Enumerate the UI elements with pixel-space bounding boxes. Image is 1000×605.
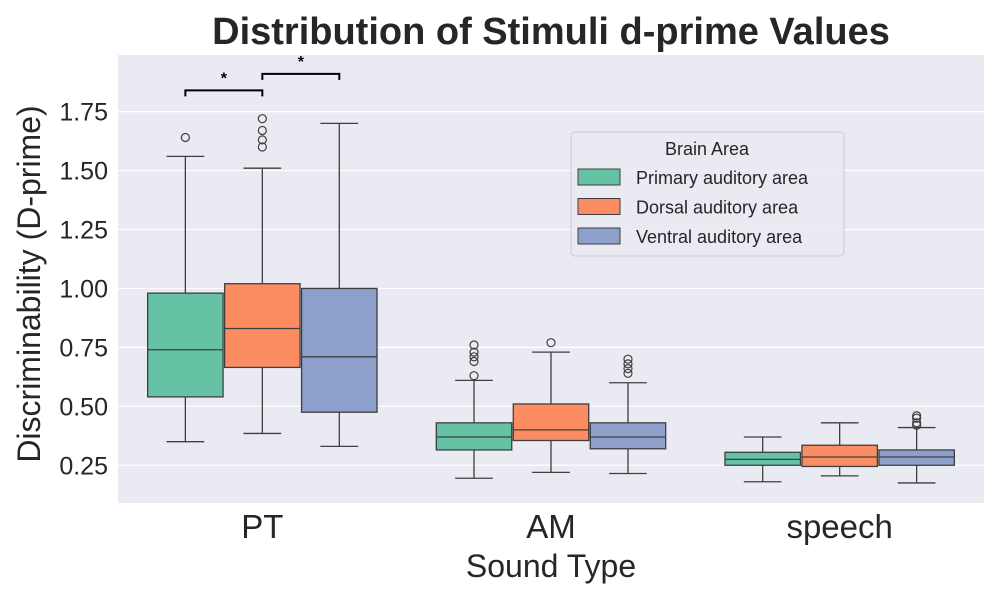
legend-label: Primary auditory area bbox=[636, 168, 809, 188]
x-tick-label: PT bbox=[241, 508, 283, 545]
box-pt-1 bbox=[146, 132, 224, 443]
iqr-box bbox=[300, 287, 378, 413]
y-tick-label: 1.50 bbox=[59, 158, 108, 186]
outlier-point bbox=[469, 352, 479, 362]
legend-swatch bbox=[577, 227, 621, 245]
outlier-point bbox=[257, 135, 267, 145]
significance-star: * bbox=[298, 54, 305, 71]
legend: Brain Area Primary auditory area Dorsal a… bbox=[570, 131, 845, 257]
significance-bracket: * bbox=[261, 54, 341, 80]
iqr-box bbox=[801, 444, 879, 468]
y-tick-label: 0.75 bbox=[59, 334, 108, 362]
significance-annotations: ** bbox=[184, 54, 341, 97]
x-tick-label: AM bbox=[526, 508, 576, 545]
box-speech-1 bbox=[724, 436, 802, 483]
legend-item: Ventral auditory area bbox=[577, 227, 803, 247]
legend-label: Ventral auditory area bbox=[636, 227, 803, 247]
legend-label: Dorsal auditory area bbox=[636, 198, 799, 218]
legend-items: Primary auditory area Dorsal auditory are… bbox=[577, 168, 809, 247]
outlier-point bbox=[469, 340, 479, 350]
outlier-point bbox=[623, 354, 633, 364]
box-am-2 bbox=[512, 338, 590, 473]
y-tick-label: 1.75 bbox=[59, 99, 108, 127]
y-tick-labels: 0.25 0.50 0.75 1.00 1.25 1.50 1.75 bbox=[59, 99, 108, 481]
outlier-point bbox=[623, 368, 633, 378]
outlier-point bbox=[912, 411, 922, 421]
x-tick-label: speech bbox=[786, 508, 892, 545]
outlier-point bbox=[912, 420, 922, 430]
significance-bracket: * bbox=[184, 70, 264, 97]
outlier-point bbox=[469, 356, 479, 367]
outlier-point bbox=[180, 132, 190, 143]
x-axis-label: Sound Type bbox=[466, 548, 636, 584]
legend-box bbox=[570, 131, 845, 257]
y-tick-label: 0.50 bbox=[59, 393, 108, 421]
legend-swatch bbox=[577, 168, 621, 186]
box-am-1 bbox=[435, 340, 513, 479]
bracket-line bbox=[261, 72, 341, 80]
outlier-point bbox=[546, 338, 556, 348]
iqr-box bbox=[223, 283, 301, 369]
bracket-line bbox=[184, 89, 264, 97]
y-tick-label: 0.25 bbox=[59, 452, 108, 480]
box-pt-3 bbox=[300, 122, 378, 448]
box-speech-3 bbox=[878, 411, 956, 484]
legend-swatch bbox=[577, 198, 621, 215]
significance-star: * bbox=[221, 70, 228, 87]
outlier-point bbox=[469, 347, 479, 357]
outlier-point bbox=[257, 125, 267, 136]
y-tick-label: 1.25 bbox=[59, 216, 108, 244]
outlier-point bbox=[469, 371, 479, 381]
outlier-point bbox=[623, 364, 633, 374]
box-am-3 bbox=[589, 354, 667, 475]
iqr-box bbox=[512, 403, 590, 442]
iqr-box bbox=[589, 422, 667, 450]
outlier-point bbox=[257, 114, 267, 124]
outlier-point bbox=[257, 142, 267, 152]
box-speech-2 bbox=[801, 422, 879, 477]
outlier-point bbox=[623, 359, 633, 369]
x-tick-labels: PT AM speech bbox=[241, 508, 893, 545]
y-axis-label: Discriminability (D-prime) bbox=[11, 105, 47, 462]
box-pt-2 bbox=[223, 114, 301, 435]
chart-title: Distribution of Stimuli d-prime Values bbox=[212, 11, 890, 53]
iqr-box bbox=[146, 292, 224, 398]
box-group bbox=[146, 114, 956, 484]
legend-item: Primary auditory area bbox=[577, 168, 809, 188]
legend-item: Dorsal auditory area bbox=[577, 198, 799, 218]
legend-title: Brain Area bbox=[665, 139, 750, 159]
outlier-point bbox=[912, 418, 922, 428]
y-tick-label: 1.00 bbox=[59, 275, 108, 303]
outlier-point bbox=[912, 413, 922, 423]
